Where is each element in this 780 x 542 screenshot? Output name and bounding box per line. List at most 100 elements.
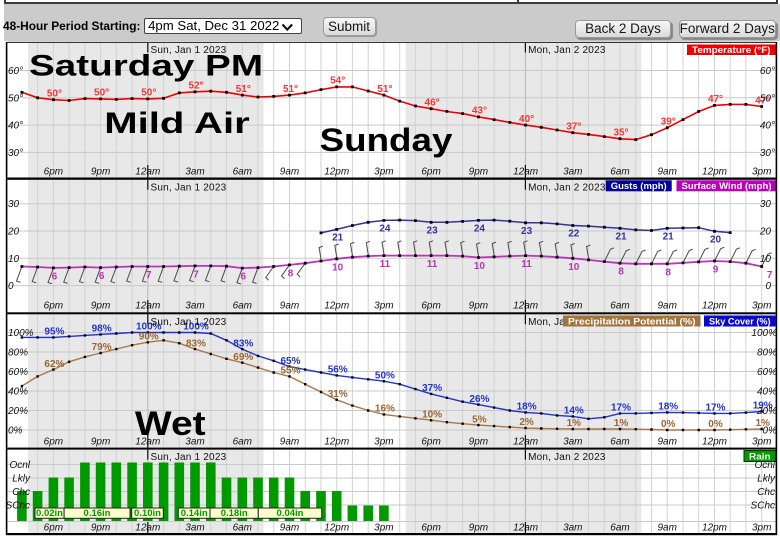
svg-text:9am: 9am [280, 167, 299, 178]
svg-text:6am: 6am [233, 167, 252, 178]
svg-text:6am: 6am [610, 301, 629, 312]
svg-text:3am: 3am [563, 523, 582, 534]
svg-text:0%: 0% [661, 419, 676, 430]
svg-text:0.18in: 0.18in [221, 508, 248, 519]
svg-text:40°: 40° [760, 121, 775, 132]
svg-text:9am: 9am [280, 301, 299, 312]
svg-text:40°: 40° [519, 114, 534, 125]
svg-text:Wet: Wet [135, 405, 206, 443]
svg-text:51°: 51° [283, 84, 298, 95]
svg-text:24: 24 [379, 223, 391, 234]
svg-text:9pm: 9pm [91, 523, 110, 534]
svg-text:23: 23 [427, 225, 439, 236]
svg-text:50°: 50° [760, 93, 775, 104]
svg-text:95%: 95% [44, 327, 64, 338]
svg-text:12pm: 12pm [324, 437, 349, 448]
svg-text:19%: 19% [753, 401, 773, 412]
svg-text:0: 0 [8, 281, 14, 292]
svg-text:100%: 100% [8, 328, 34, 339]
svg-text:0%: 0% [763, 426, 778, 437]
svg-text:Precipitation Potential (%): Precipitation Potential (%) [568, 316, 696, 326]
svg-text:0%: 0% [708, 419, 723, 430]
svg-text:60%: 60% [8, 367, 28, 378]
svg-text:9pm: 9pm [91, 301, 110, 312]
svg-text:50°: 50° [141, 88, 156, 99]
svg-text:100%: 100% [183, 322, 209, 333]
svg-text:Lkly: Lkly [757, 474, 776, 485]
svg-text:12pm: 12pm [702, 523, 727, 534]
svg-text:7: 7 [767, 270, 773, 281]
svg-text:Ocnl: Ocnl [754, 460, 775, 471]
svg-text:12pm: 12pm [324, 523, 349, 534]
svg-text:69%: 69% [233, 352, 253, 363]
svg-text:10: 10 [760, 254, 772, 265]
svg-text:6pm: 6pm [44, 167, 63, 178]
svg-text:65%: 65% [280, 356, 300, 367]
svg-text:Saturday PM: Saturday PM [29, 49, 263, 82]
svg-text:1%: 1% [567, 418, 582, 429]
svg-text:Mon, Jan 2 2023: Mon, Jan 2 2023 [528, 182, 606, 193]
svg-text:Ocnl: Ocnl [9, 460, 30, 471]
svg-text:3pm: 3pm [752, 167, 771, 178]
svg-text:1%: 1% [614, 418, 629, 429]
svg-text:80%: 80% [757, 348, 777, 359]
svg-text:62%: 62% [44, 359, 64, 370]
svg-text:0.16in: 0.16in [84, 508, 111, 519]
svg-text:35°: 35° [613, 128, 628, 139]
svg-text:Rain: Rain [749, 451, 771, 462]
svg-text:100%: 100% [751, 328, 777, 339]
svg-text:3am: 3am [563, 437, 582, 448]
svg-text:7: 7 [146, 270, 152, 281]
svg-text:6pm: 6pm [44, 301, 63, 312]
svg-text:6am: 6am [610, 167, 629, 178]
svg-text:9am: 9am [280, 437, 299, 448]
svg-text:12am: 12am [135, 167, 160, 178]
svg-text:Sun, Jan 1 2023: Sun, Jan 1 2023 [151, 317, 227, 328]
svg-text:3pm: 3pm [752, 523, 771, 534]
svg-text:12am: 12am [513, 523, 538, 534]
svg-text:3pm: 3pm [752, 437, 771, 448]
svg-text:9pm: 9pm [91, 437, 110, 448]
svg-text:Chc: Chc [757, 487, 775, 498]
svg-text:6pm: 6pm [44, 523, 63, 534]
svg-text:20%: 20% [756, 406, 777, 417]
svg-text:0%: 0% [8, 426, 23, 437]
svg-text:0.14in: 0.14in [181, 508, 208, 519]
svg-text:83%: 83% [233, 338, 253, 349]
svg-text:80%: 80% [8, 348, 28, 359]
svg-text:20: 20 [710, 234, 722, 245]
svg-text:3pm: 3pm [752, 301, 771, 312]
svg-text:12pm: 12pm [702, 437, 727, 448]
svg-text:6: 6 [241, 272, 247, 283]
svg-text:6: 6 [52, 271, 58, 282]
svg-text:8: 8 [288, 268, 294, 279]
svg-text:14%: 14% [564, 406, 584, 417]
svg-text:90%: 90% [139, 331, 159, 342]
svg-text:50°: 50° [94, 88, 109, 99]
svg-text:51°: 51° [236, 84, 251, 95]
svg-text:3am: 3am [563, 301, 582, 312]
svg-text:9am: 9am [657, 437, 676, 448]
svg-text:6pm: 6pm [421, 301, 440, 312]
svg-text:18%: 18% [658, 402, 678, 413]
svg-text:Sunday: Sunday [320, 122, 453, 158]
svg-text:12am: 12am [135, 437, 160, 448]
svg-text:30: 30 [760, 199, 772, 210]
svg-text:9pm: 9pm [91, 167, 110, 178]
svg-text:10: 10 [8, 254, 20, 265]
svg-text:3pm: 3pm [374, 167, 393, 178]
svg-text:60°: 60° [8, 66, 23, 77]
svg-text:0: 0 [765, 281, 771, 292]
svg-text:10: 10 [568, 262, 580, 273]
svg-text:1%: 1% [755, 418, 770, 429]
svg-text:100%: 100% [136, 322, 162, 333]
svg-text:30°: 30° [8, 148, 23, 159]
svg-text:40%: 40% [757, 387, 777, 398]
svg-text:9pm: 9pm [469, 301, 488, 312]
svg-text:Mon, Jan 2 2023: Mon, Jan 2 2023 [528, 452, 606, 463]
svg-text:0.04in: 0.04in [277, 508, 304, 519]
svg-text:21: 21 [332, 232, 344, 243]
svg-text:6pm: 6pm [421, 167, 440, 178]
svg-text:Sun, Jan 1 2023: Sun, Jan 1 2023 [151, 452, 227, 463]
svg-text:3am: 3am [185, 167, 204, 178]
